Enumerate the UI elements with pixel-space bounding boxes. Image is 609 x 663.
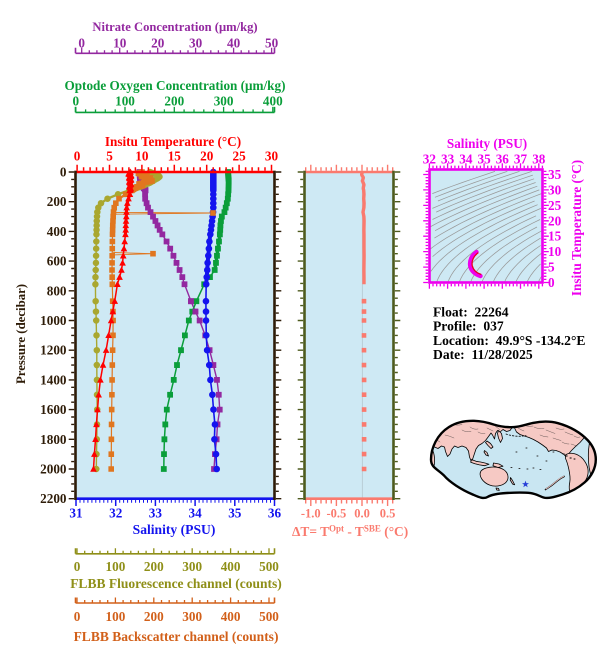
svg-text:400: 400 <box>263 94 283 109</box>
svg-text:20: 20 <box>200 149 214 164</box>
svg-text:20: 20 <box>548 213 562 228</box>
svg-text:35: 35 <box>548 167 562 182</box>
svg-text:36: 36 <box>268 506 282 521</box>
svg-text:Insitu Temperature (°C): Insitu Temperature (°C) <box>569 160 584 296</box>
svg-text:0: 0 <box>73 94 80 109</box>
svg-text:32: 32 <box>423 152 437 167</box>
svg-text:0.5: 0.5 <box>380 507 396 521</box>
svg-text:5: 5 <box>106 149 113 164</box>
svg-text:25: 25 <box>233 149 247 164</box>
svg-text:1600: 1600 <box>40 402 67 417</box>
svg-text:2000: 2000 <box>40 462 67 477</box>
svg-text:800: 800 <box>47 283 67 298</box>
svg-text:ΔT= TOpt - TSBE (°C): ΔT= TOpt - TSBE (°C) <box>292 524 408 540</box>
svg-text:100: 100 <box>106 609 126 624</box>
svg-text:400: 400 <box>221 559 241 574</box>
svg-text:30: 30 <box>265 149 279 164</box>
svg-text:Date: 11/28/2025: Date: 11/28/2025 <box>433 347 533 362</box>
svg-text:Location: 49.9°S -134.2°E: Location: 49.9°S -134.2°E <box>433 333 585 348</box>
svg-text:20: 20 <box>151 36 165 51</box>
svg-text:Salinity (PSU): Salinity (PSU) <box>133 522 216 538</box>
svg-text:0: 0 <box>74 609 81 624</box>
svg-text:Pressure (decibar): Pressure (decibar) <box>14 284 28 384</box>
svg-text:400: 400 <box>47 224 67 239</box>
svg-text:0: 0 <box>74 559 81 574</box>
svg-text:37: 37 <box>514 152 528 167</box>
svg-text:0: 0 <box>74 149 81 164</box>
svg-text:Insitu Temperature (°C): Insitu Temperature (°C) <box>105 134 241 149</box>
svg-text:40: 40 <box>227 36 241 51</box>
svg-text:Float: 22264: Float: 22264 <box>433 305 509 320</box>
svg-text:FLBB Backscatter channel (coun: FLBB Backscatter channel (counts) <box>74 629 279 644</box>
svg-text:25: 25 <box>548 198 562 213</box>
svg-text:FLBB Fluorescence channel (cou: FLBB Fluorescence channel (counts) <box>70 576 282 591</box>
svg-text:35: 35 <box>478 152 492 167</box>
svg-text:1000: 1000 <box>40 313 67 328</box>
svg-text:2200: 2200 <box>40 491 67 506</box>
svg-text:1200: 1200 <box>40 343 67 358</box>
svg-text:34: 34 <box>189 506 203 521</box>
svg-text:5: 5 <box>548 260 555 275</box>
svg-text:35: 35 <box>228 506 242 521</box>
svg-text:30: 30 <box>548 182 562 197</box>
svg-text:200: 200 <box>144 609 164 624</box>
svg-text:10: 10 <box>113 36 127 51</box>
svg-text:Profile: 037: Profile: 037 <box>433 319 504 334</box>
svg-text:500: 500 <box>259 609 279 624</box>
svg-text:0: 0 <box>60 165 67 180</box>
svg-text:-0.5: -0.5 <box>327 507 347 521</box>
svg-text:200: 200 <box>164 94 184 109</box>
svg-text:15: 15 <box>168 149 182 164</box>
svg-text:300: 300 <box>214 94 234 109</box>
svg-text:0: 0 <box>548 275 555 290</box>
svg-text:33: 33 <box>441 152 455 167</box>
svg-text:36: 36 <box>496 152 510 167</box>
svg-text:38: 38 <box>532 152 546 167</box>
svg-text:300: 300 <box>182 609 202 624</box>
svg-text:32: 32 <box>109 506 123 521</box>
svg-text:33: 33 <box>149 506 163 521</box>
svg-text:200: 200 <box>47 194 67 209</box>
svg-text:Salinity (PSU): Salinity (PSU) <box>447 136 527 151</box>
svg-text:30: 30 <box>189 36 203 51</box>
svg-text:10: 10 <box>135 149 149 164</box>
svg-text:Optode Oxygen Concentration (μ: Optode Oxygen Concentration (μm/kg) <box>64 78 285 93</box>
svg-text:600: 600 <box>47 254 67 269</box>
svg-text:50: 50 <box>265 36 279 51</box>
svg-text:10: 10 <box>548 244 562 259</box>
svg-text:100: 100 <box>115 94 135 109</box>
svg-text:200: 200 <box>144 559 164 574</box>
svg-text:15: 15 <box>548 229 562 244</box>
svg-text:100: 100 <box>106 559 126 574</box>
svg-text:Nitrate Concentration (μm/kg): Nitrate Concentration (μm/kg) <box>92 20 257 34</box>
svg-text:31: 31 <box>69 506 82 521</box>
svg-text:300: 300 <box>182 559 202 574</box>
svg-text:400: 400 <box>221 609 241 624</box>
svg-text:1400: 1400 <box>40 372 67 387</box>
svg-text:0: 0 <box>78 36 85 51</box>
svg-text:1800: 1800 <box>40 432 67 447</box>
svg-text:-1.0: -1.0 <box>301 507 321 521</box>
svg-text:34: 34 <box>459 152 473 167</box>
svg-text:500: 500 <box>259 559 279 574</box>
svg-text:0.0: 0.0 <box>354 507 370 521</box>
